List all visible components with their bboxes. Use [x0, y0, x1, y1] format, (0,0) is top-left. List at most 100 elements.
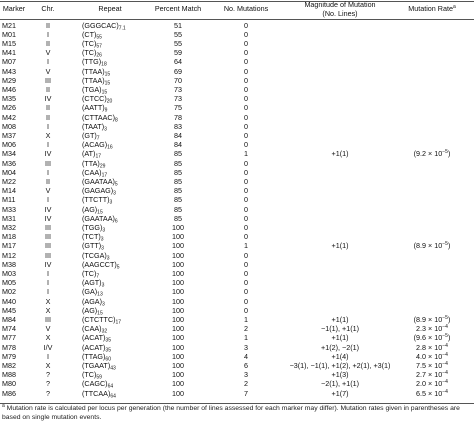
rate: 2.8 × 10−4 — [416, 343, 448, 352]
rate-exp: −5 — [442, 241, 448, 248]
rate-close: ) — [447, 149, 451, 159]
mutations: 2 — [244, 379, 248, 389]
percent: 100 — [172, 287, 184, 297]
repeat-unit: (TAAT) — [82, 121, 105, 131]
percent: 85 — [174, 186, 182, 196]
repeat-unit: (TTAG) — [82, 351, 106, 361]
rate-exp: −4 — [442, 324, 448, 331]
percent: 75 — [174, 103, 182, 113]
mutations: 0 — [244, 232, 248, 242]
mutations: 2 — [244, 324, 248, 334]
marker: M38 — [2, 259, 16, 269]
marker: M84 — [2, 314, 16, 324]
repeat-count: 7 — [96, 273, 100, 280]
marker: M88 — [2, 370, 16, 380]
repeat-count: 17 — [115, 319, 122, 326]
header-magnitude: (No. Lines) — [322, 9, 358, 18]
rate: 2.0 × 10−4 — [416, 379, 448, 388]
repeat-count: 60 — [105, 356, 111, 363]
repeat-unit: (GAGAG) — [82, 186, 114, 196]
percent: 78 — [174, 112, 182, 122]
repeat-count: 9 — [104, 107, 108, 114]
repeat-unit: (TTAA) — [82, 66, 105, 76]
mutations: 0 — [244, 268, 248, 278]
mutations: 4 — [244, 351, 248, 361]
repeat-unit: (AGA) — [82, 296, 102, 306]
marker: M32 — [2, 222, 16, 232]
rate: (8.9 × 10−5) — [414, 241, 451, 250]
rate-base: 2.8 × 10 — [416, 342, 443, 352]
repeat-count: 43 — [110, 365, 116, 372]
magnitude: +1(1) — [331, 314, 349, 324]
repeat: (TGA)15 — [82, 85, 108, 96]
repeat: (TGG)3 — [82, 223, 105, 233]
percent: 85 — [174, 158, 182, 168]
marker: M78 — [2, 342, 16, 352]
chr: III — [45, 75, 51, 85]
repeat: (GTT)3 — [82, 241, 104, 251]
repeat: (TTA)29 — [82, 159, 105, 169]
chr: III — [45, 250, 51, 260]
mutations: 0 — [244, 186, 248, 196]
repeat: (GT)7 — [82, 131, 100, 141]
header-percent: Percent Match — [154, 4, 202, 13]
rate-base: 4.0 × 10 — [416, 351, 443, 361]
percent: 100 — [172, 250, 184, 260]
repeat-unit: (CT) — [82, 29, 97, 39]
mutations: 0 — [244, 259, 248, 269]
marker: M43 — [2, 66, 16, 76]
mutations: 0 — [244, 167, 248, 177]
repeat-unit: (GA) — [82, 287, 98, 297]
repeat: (TAAT)3 — [82, 121, 107, 132]
marker: M82 — [2, 360, 16, 370]
repeat-unit: (AG) — [82, 204, 98, 214]
percent: 85 — [174, 204, 182, 214]
mutations: 0 — [244, 305, 248, 315]
footnote: a Mutation rate is calculated per locus … — [2, 404, 472, 422]
chr: X — [45, 360, 51, 370]
rate-base: (8.9 × 10 — [413, 314, 443, 324]
marker: M26 — [2, 103, 16, 113]
repeat: (AAGCCT)5 — [82, 260, 120, 270]
repeat: (CTCTTC)17 — [82, 315, 122, 326]
chr: IV — [44, 204, 52, 214]
repeat: (TTCTT)3 — [82, 195, 112, 205]
repeat: (CTTAAC)8 — [82, 113, 118, 123]
chr: II — [46, 84, 50, 94]
marker: M33 — [2, 204, 16, 214]
marker: M08 — [2, 121, 16, 131]
mutations: 0 — [244, 38, 248, 48]
chr: I — [47, 167, 49, 177]
repeat-count: 18 — [101, 61, 107, 68]
repeat-count: 15 — [101, 89, 108, 96]
mutations: 0 — [244, 48, 248, 58]
repeat: (TCGA)3 — [82, 251, 110, 261]
repeat-unit: (TTG) — [82, 57, 102, 67]
chr: I — [47, 287, 49, 297]
percent: 73 — [174, 94, 182, 104]
chr: ? — [46, 388, 50, 398]
mutations: 3 — [244, 370, 248, 380]
repeat-count: 3 — [101, 301, 105, 307]
magnitude: +1(2), −2(1) — [321, 342, 359, 352]
marker: M41 — [2, 48, 16, 58]
repeat-unit: (AGT) — [82, 278, 102, 288]
repeat-count: 59 — [96, 374, 102, 381]
marker: M40 — [2, 296, 16, 306]
percent: 100 — [172, 259, 184, 269]
rate-base: 6.5 × 10 — [416, 388, 443, 398]
repeat-unit: (AT) — [82, 149, 96, 159]
marker: M14 — [2, 186, 16, 196]
header-rate-text: Mutation Rate — [408, 4, 453, 13]
marker: M03 — [2, 268, 16, 278]
chr: IV — [44, 213, 52, 223]
rate: (9.2 × 10−5) — [414, 149, 451, 158]
rate-base: (9.2 × 10 — [413, 149, 443, 159]
rate-base: (9.6 × 10 — [413, 333, 443, 343]
rate: 2.3 × 10−4 — [416, 324, 448, 333]
percent: 84 — [174, 140, 182, 150]
bottom-rule — [0, 403, 474, 404]
chr: IV — [44, 94, 52, 104]
marker: M17 — [2, 241, 16, 251]
rate: 6.5 × 10−4 — [416, 389, 448, 398]
